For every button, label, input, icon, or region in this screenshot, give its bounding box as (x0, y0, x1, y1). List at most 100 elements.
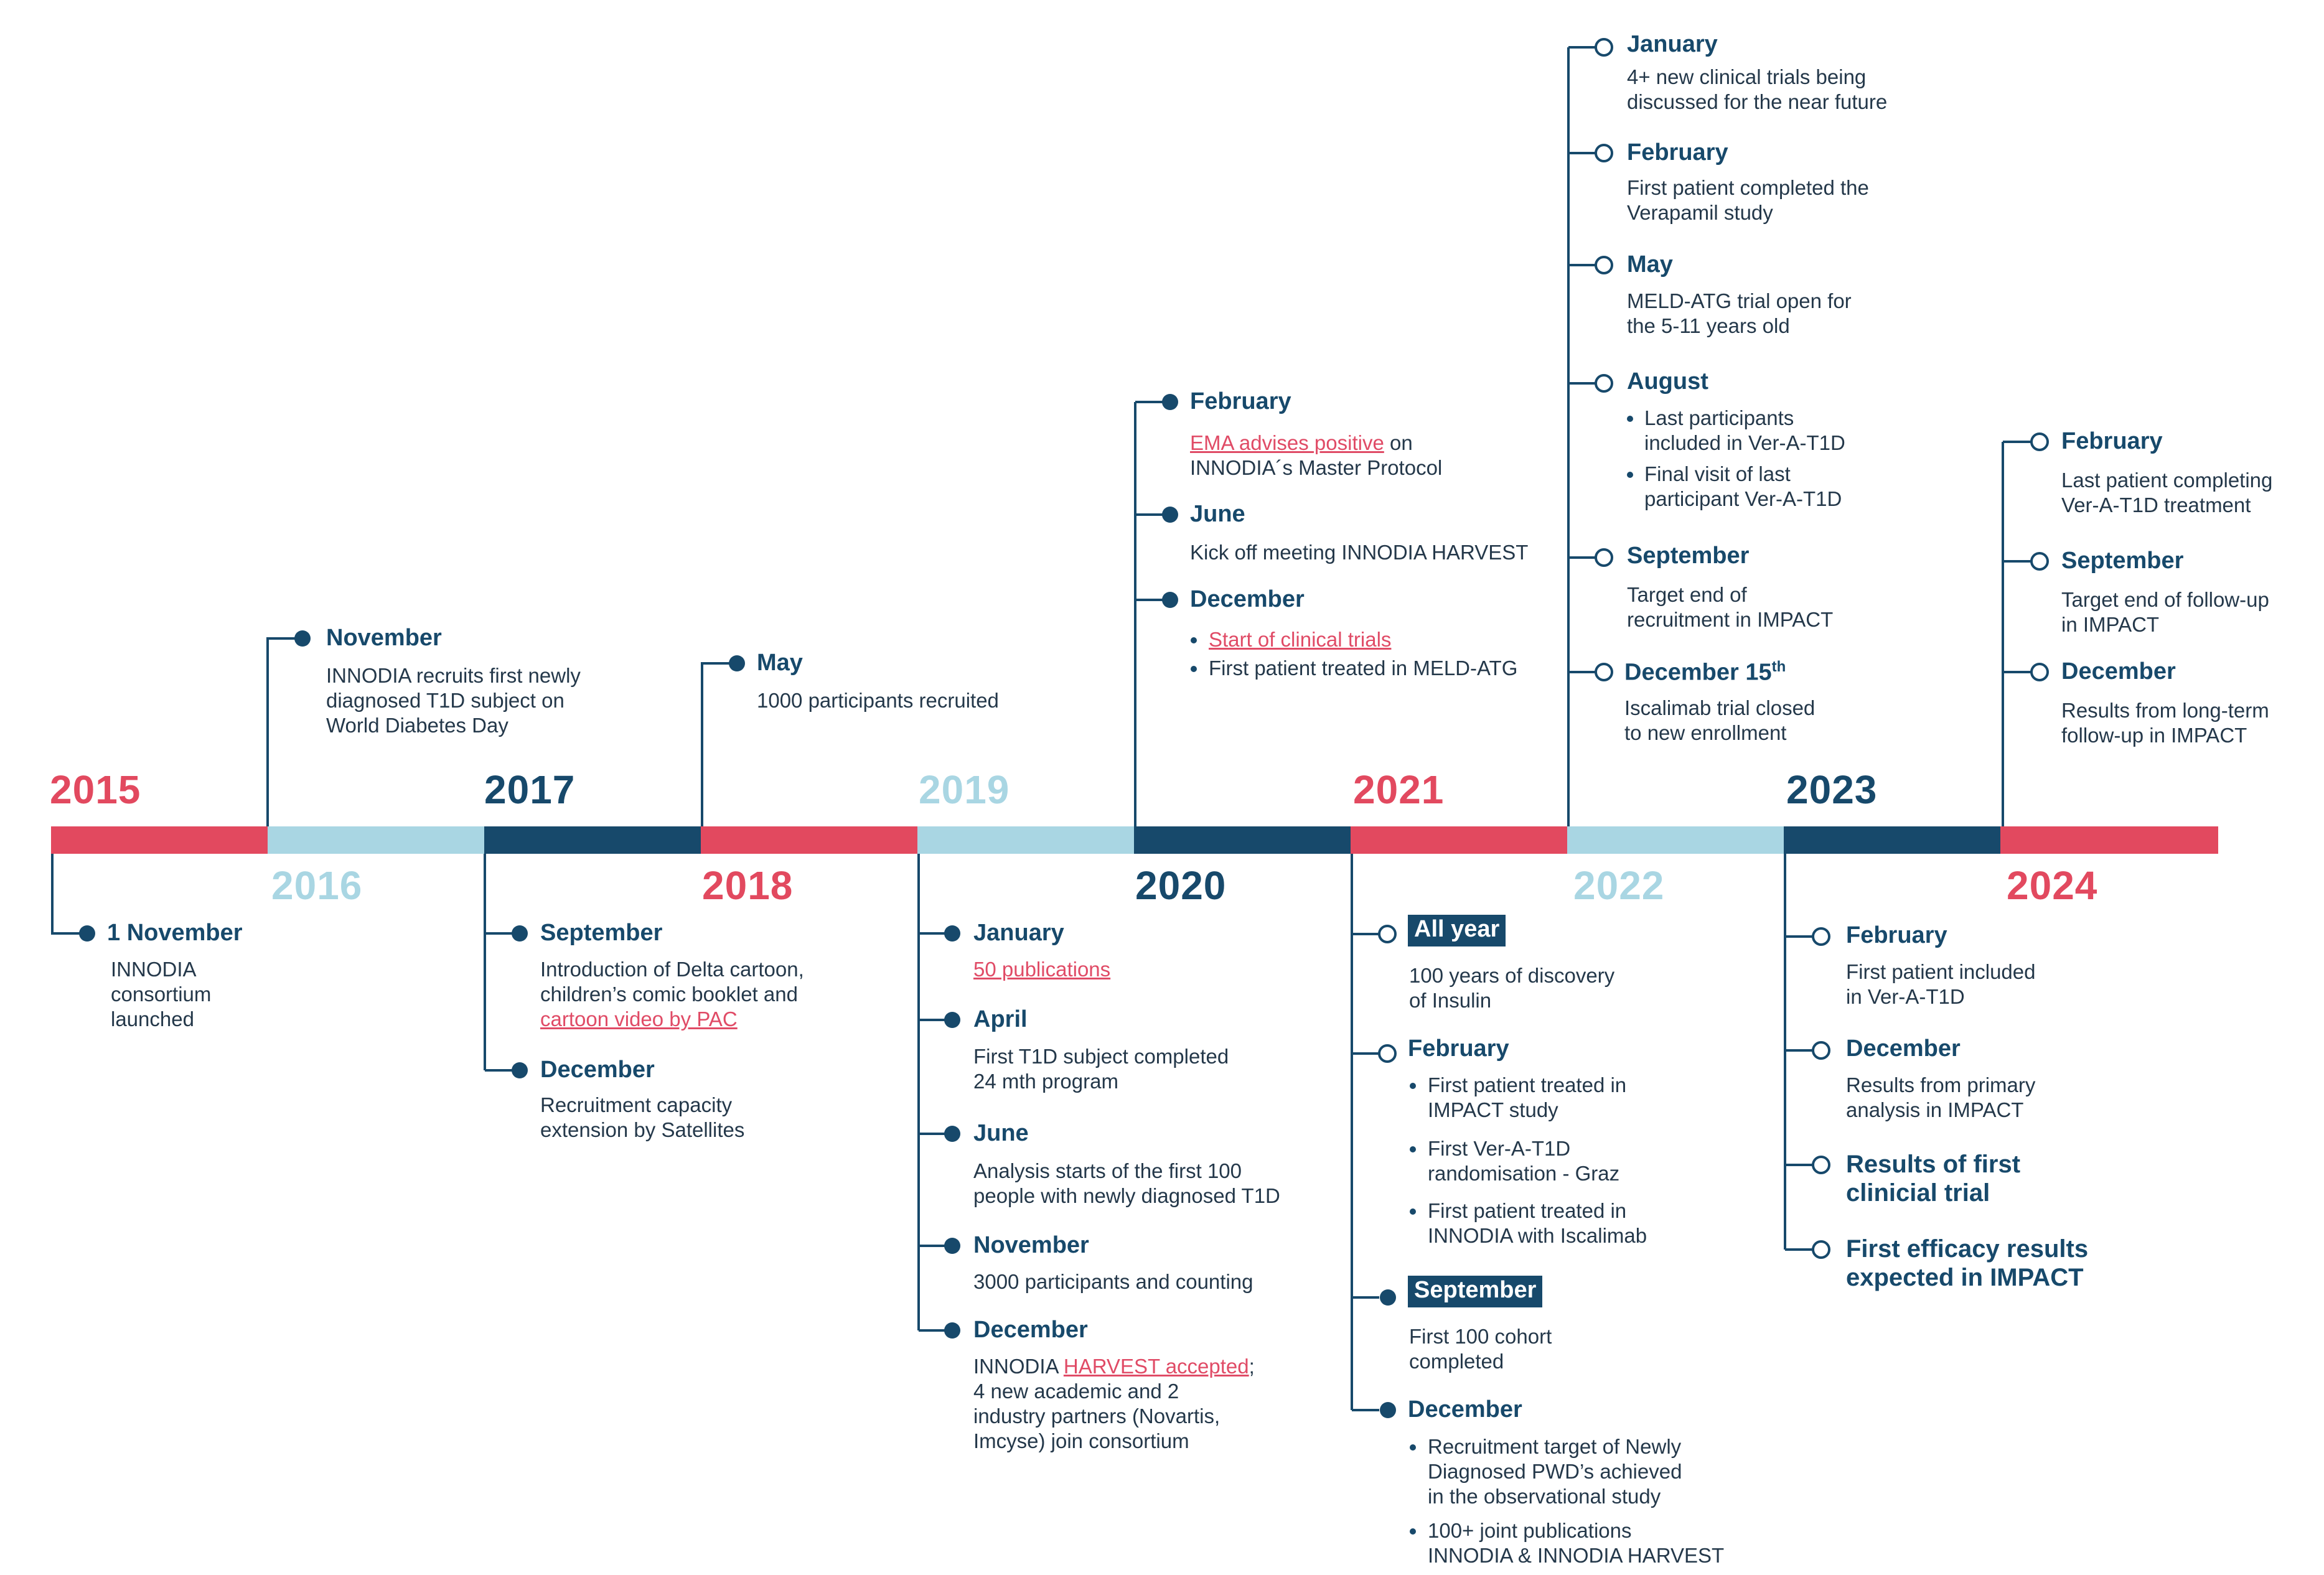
event-2017-dec-title: December (540, 1057, 655, 1083)
dot-2019-jun (944, 1126, 960, 1142)
dot-2020-feb (1162, 394, 1178, 410)
event-2022-aug-text-2: Final visit of last participant Ver-A-T1… (1644, 462, 1842, 510)
connector-2018 (701, 662, 737, 826)
year-label-2017: 2017 (484, 767, 576, 812)
dot-2019-apr (944, 1012, 960, 1028)
dot-2018-may (729, 655, 745, 671)
event-2024-dec-title: December (2061, 658, 2176, 685)
event-2023-feb-title: February (1846, 922, 1947, 948)
dot-2017-dec (512, 1062, 528, 1078)
dot-2016-nov (294, 630, 311, 647)
bullet-2021-dec-2 (1410, 1528, 1416, 1535)
event-2019-jun-title: June (973, 1120, 1029, 1146)
event-2016-nov-title: November (326, 625, 442, 651)
event-2024-feb-text: Last patient completing Ver-A-T1D treatm… (2061, 469, 2273, 516)
dot-2019-nov (944, 1238, 960, 1254)
bar-2015 (51, 826, 268, 854)
event-2022-aug-text-1: Last participants included in Ver-A-T1D (1644, 406, 1845, 454)
ring-2023-results (1812, 1156, 1830, 1174)
event-2024-sep-text: Target end of follow-up in IMPACT (2061, 588, 2269, 636)
start-clinical-trials-link[interactable]: Start of clinical trials (1209, 628, 1392, 651)
event-2021-feb-text-3: First patient treated in INNODIA with Is… (1428, 1199, 1647, 1247)
event-2019-jun-text: Analysis starts of the first 100 people … (973, 1159, 1280, 1207)
event-2021-sep-title: September (1408, 1276, 1543, 1307)
ring-2024-dec (2030, 663, 2049, 681)
bar-2022 (1567, 826, 1784, 854)
year-label-2023: 2023 (1786, 767, 1878, 812)
event-2015-nov-text: INNODIA consortium launched (111, 958, 212, 1031)
bar-2021 (1351, 826, 1567, 854)
year-label-2015: 2015 (50, 767, 141, 812)
event-2020-jun-text: Kick off meeting INNODIA HARVEST (1190, 541, 1529, 564)
bullet-2020-dec-1 (1191, 637, 1197, 643)
event-2022-jan-text: 4+ new clinical trials being discussed f… (1627, 65, 1888, 113)
dot-2017-sep (512, 925, 528, 942)
event-2023-feb-text: First patient included in Ver-A-T1D (1846, 960, 2036, 1008)
event-2022-feb-text: First patient completed the Verapamil st… (1627, 176, 1869, 224)
connector-2017 (484, 854, 520, 1072)
bullet-2021-feb-2 (1410, 1146, 1416, 1152)
event-2020-dec-text-2: First patient treated in MELD-ATG (1209, 657, 1518, 680)
dot-2021-dec (1380, 1402, 1396, 1418)
event-2022-sep-text: Target end of recruitment in IMPACT (1627, 583, 1834, 631)
event-2023-dec-text: Results from primary analysis in IMPACT (1846, 1073, 2036, 1121)
connector-2024 (2002, 441, 2031, 826)
bar-2024 (2000, 826, 2218, 854)
connector-2016 (266, 637, 302, 826)
ring-2022-aug (1595, 374, 1613, 393)
ema-advises-link[interactable]: EMA advises positive (1190, 431, 1384, 454)
dot-2020-jun (1162, 507, 1178, 523)
event-2023-efficacy-title: First efficacy results expected in IMPAC… (1846, 1235, 2089, 1291)
event-2022-may-title: May (1627, 251, 1673, 278)
bar-2018 (701, 826, 917, 854)
harvest-accepted-link[interactable]: HARVEST accepted (1063, 1355, 1249, 1378)
year-label-2022: 2022 (1573, 863, 1665, 908)
ring-2022-sep (1595, 548, 1613, 567)
event-2024-sep-title: September (2061, 548, 2184, 574)
bar-2019 (917, 826, 1134, 854)
event-2022-jan-title: January (1627, 31, 1718, 57)
cartoon-video-link[interactable]: cartoon video by PAC (540, 1007, 738, 1031)
event-2021-allyear-text: 100 years of discovery of Insulin (1409, 964, 1615, 1012)
event-2022-feb-title: February (1627, 139, 1728, 166)
ring-2022-may (1595, 256, 1613, 274)
event-2019-dec-text: INNODIA HARVEST accepted; 4 new academic … (973, 1355, 1255, 1452)
connector-2023 (1784, 854, 1814, 1251)
connector-2021 (1351, 854, 1379, 1411)
connector-2015 (51, 854, 87, 935)
ring-2022-jan (1595, 38, 1613, 57)
bullet-2022-aug-1 (1627, 416, 1633, 422)
event-2024-dec-text: Results from long-term follow-up in IMPA… (2061, 699, 2269, 747)
year-label-2021: 2021 (1353, 767, 1445, 812)
event-2017-sep-text: Introduction of Delta cartoon, children’… (540, 958, 804, 1031)
connector-2022 (1567, 46, 1597, 826)
dot-2015-nov (79, 925, 95, 942)
bullet-2021-feb-1 (1410, 1083, 1416, 1089)
event-2022-dec-title: December 15th (1624, 658, 1786, 686)
event-2021-sep-text: First 100 cohort completed (1409, 1325, 1552, 1373)
dot-2019-jan (944, 925, 960, 942)
publications-link[interactable]: 50 publications (973, 958, 1111, 981)
event-2022-dec-text: Iscalimab trial closed to new enrollment (1624, 696, 1816, 744)
event-2018-may-title: May (757, 650, 803, 676)
event-2022-may-text: MELD-ATG trial open for the 5-11 years o… (1627, 289, 1852, 337)
ring-2023-feb (1812, 927, 1830, 946)
bar-2016 (268, 826, 484, 854)
event-2019-apr-title: April (973, 1006, 1028, 1032)
ring-2022-feb (1595, 144, 1613, 162)
ring-2021-allyear (1378, 925, 1397, 943)
event-2019-jan-title: January (973, 920, 1064, 946)
event-2017-dec-text: Recruitment capacity extension by Satell… (540, 1093, 745, 1141)
event-2021-feb-title: February (1408, 1035, 1509, 1062)
bar-2020 (1134, 826, 1351, 854)
dot-2021-sep (1380, 1289, 1396, 1306)
connector-2020 (1134, 401, 1170, 826)
event-2019-nov-text: 3000 participants and counting (973, 1270, 1253, 1293)
ring-2023-dec (1812, 1041, 1830, 1060)
bullet-2021-dec-1 (1410, 1444, 1416, 1451)
year-label-2024: 2024 (2007, 863, 2098, 908)
connector-2019 (917, 854, 952, 1332)
ring-2023-efficacy (1812, 1240, 1830, 1259)
event-2019-apr-text: First T1D subject completed 24 mth progr… (973, 1045, 1229, 1093)
bullet-2021-feb-3 (1410, 1208, 1416, 1215)
